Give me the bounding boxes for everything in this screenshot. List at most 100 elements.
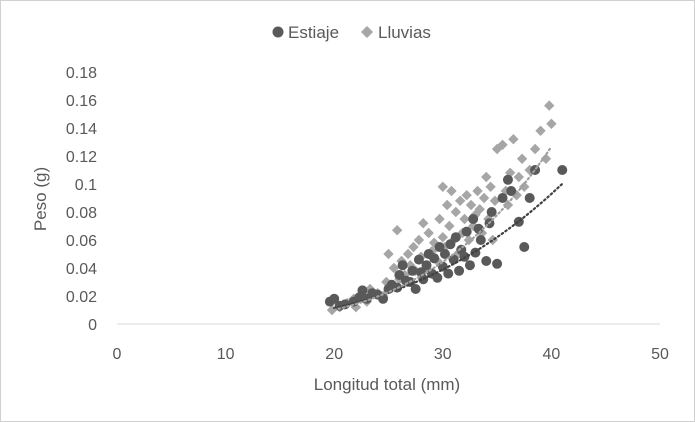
data-point-lluvias	[388, 262, 400, 274]
data-point-lluvias	[472, 185, 483, 197]
data-point-lluvias	[513, 171, 525, 183]
data-point-lluvias	[478, 192, 490, 204]
y-tick-label: 0	[88, 317, 97, 334]
data-point-estiaje	[468, 214, 479, 224]
data-point-estiaje	[450, 232, 461, 243]
data-point-lluvias	[502, 199, 514, 211]
data-point-estiaje	[413, 254, 424, 265]
legend: Estiaje Lluvias	[272, 23, 431, 42]
y-tick-label: 0.04	[66, 261, 97, 278]
y-axis-tick-labels: 0 0.02 0.04 0.06 0.08 0.1 0.12 0.14 0.16 0.18	[66, 65, 97, 334]
data-point-estiaje	[506, 186, 517, 196]
data-point-lluvias	[474, 204, 485, 215]
y-tick-label: 0.12	[66, 149, 97, 166]
data-point-lluvias	[450, 206, 462, 218]
data-point-estiaje	[497, 193, 508, 203]
data-point-lluvias	[437, 181, 448, 192]
legend-lluvias-marker	[361, 26, 373, 38]
data-point-lluvias	[454, 195, 466, 206]
data-point-lluvias	[535, 125, 546, 136]
data-point-lluvias	[544, 100, 555, 111]
data-point-estiaje	[470, 247, 481, 258]
data-point-lluvias	[441, 199, 453, 211]
data-point-estiaje	[461, 226, 472, 237]
data-point-lluvias	[465, 199, 477, 211]
data-point-estiaje	[519, 242, 530, 252]
y-tick-label: 0.18	[66, 65, 97, 82]
data-point-lluvias	[444, 220, 455, 232]
data-point-lluvias	[408, 241, 419, 253]
data-point-lluvias	[459, 213, 470, 225]
data-point-lluvias	[463, 234, 475, 246]
data-point-estiaje	[492, 258, 503, 269]
data-point-lluvias	[524, 164, 535, 176]
data-point-estiaje	[557, 165, 568, 175]
data-point-estiaje	[445, 239, 456, 250]
data-point-lluvias	[461, 190, 472, 201]
x-tick-label: 30	[434, 346, 452, 363]
y-tick-label: 0.08	[66, 205, 97, 222]
data-point-lluvias	[383, 248, 394, 260]
data-point-estiaje	[486, 207, 497, 217]
x-axis-title: Longitud total (mm)	[314, 375, 460, 394]
data-point-lluvias	[485, 181, 496, 192]
data-point-estiaje	[481, 256, 492, 266]
y-tick-label: 0.06	[66, 233, 97, 250]
data-point-estiaje	[394, 270, 405, 280]
legend-estiaje-label: Estiaje	[288, 23, 339, 42]
data-point-lluvias	[540, 153, 552, 164]
data-point-estiaje	[432, 272, 443, 283]
data-point-estiaje	[329, 293, 340, 304]
data-point-lluvias	[489, 195, 501, 206]
data-point-lluvias	[413, 234, 425, 246]
data-point-lluvias	[446, 185, 457, 197]
x-tick-label: 0	[113, 346, 122, 363]
x-tick-label: 10	[217, 346, 235, 363]
data-point-estiaje	[434, 242, 445, 252]
x-axis-tick-labels: 0 10 20 30 40 50	[113, 346, 669, 363]
data-point-estiaje	[357, 285, 368, 296]
data-point-lluvias	[504, 167, 516, 178]
data-point-estiaje	[429, 253, 440, 264]
y-axis-title: Peso (g)	[31, 167, 50, 231]
data-point-estiaje	[524, 193, 535, 203]
data-point-estiaje	[502, 174, 513, 185]
trendline-estiaje	[333, 182, 564, 310]
data-point-lluvias	[516, 153, 528, 164]
series-estiaje	[324, 165, 568, 311]
data-point-estiaje	[454, 265, 465, 276]
x-tick-label: 50	[651, 346, 669, 363]
data-point-estiaje	[464, 260, 475, 271]
data-point-lluvias	[418, 218, 429, 229]
data-point-estiaje	[513, 216, 524, 227]
data-point-lluvias	[519, 181, 530, 192]
data-point-estiaje	[443, 268, 454, 279]
data-point-estiaje	[410, 284, 421, 294]
data-point-lluvias	[546, 118, 557, 129]
legend-lluvias-label: Lluvias	[378, 23, 431, 42]
y-tick-label: 0.16	[66, 93, 97, 110]
series-lluvias	[326, 100, 557, 316]
x-tick-label: 40	[543, 346, 561, 363]
y-tick-label: 0.1	[75, 177, 97, 194]
data-point-estiaje	[475, 235, 486, 245]
plot-area	[117, 100, 660, 325]
data-point-lluvias	[434, 213, 445, 225]
data-point-lluvias	[402, 248, 414, 260]
data-point-estiaje	[407, 265, 418, 276]
data-point-estiaje	[378, 293, 389, 304]
data-point-lluvias	[497, 139, 508, 150]
data-point-estiaje	[439, 249, 450, 259]
data-point-lluvias	[481, 171, 492, 183]
trendline-lluvias	[333, 145, 553, 311]
data-point-lluvias	[508, 134, 519, 145]
y-tick-label: 0.14	[66, 121, 97, 138]
data-point-lluvias	[423, 227, 434, 239]
data-point-estiaje	[397, 260, 408, 271]
data-point-lluvias	[511, 190, 522, 201]
data-point-estiaje	[421, 260, 432, 271]
data-point-lluvias	[391, 225, 403, 236]
legend-estiaje-marker	[272, 26, 284, 38]
